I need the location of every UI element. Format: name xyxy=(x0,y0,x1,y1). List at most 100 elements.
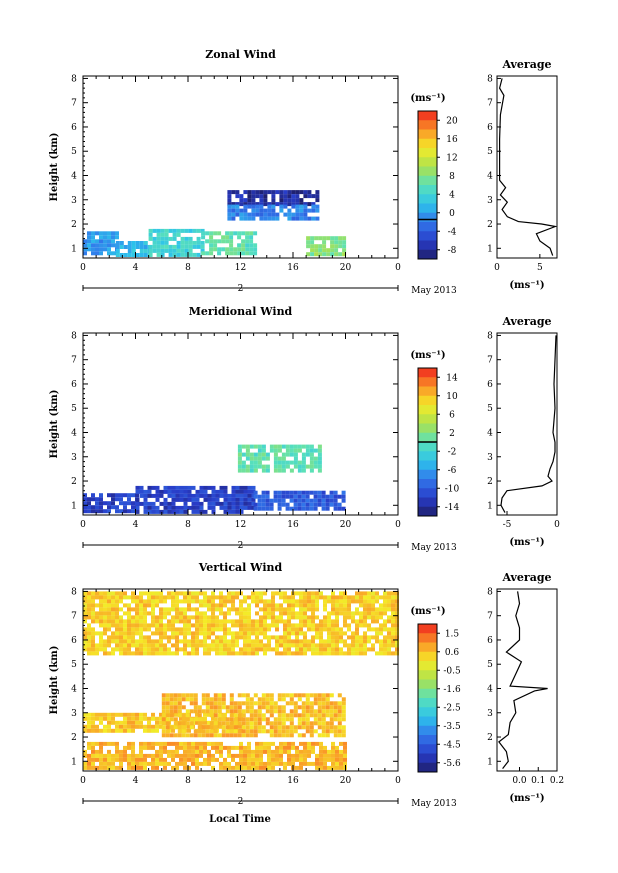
colorbar-swatch xyxy=(418,670,437,680)
heatmap-region xyxy=(83,493,139,514)
colorbar-tick-label: -10 xyxy=(445,484,460,494)
average-x-tick-label: 5 xyxy=(537,263,543,273)
average-y-tick-label: 4 xyxy=(487,684,493,694)
colorbar-swatch xyxy=(418,166,437,177)
colorbar-swatch xyxy=(418,231,437,241)
colorbar-tick-label: 1.5 xyxy=(445,629,460,639)
colorbar-swatch xyxy=(418,194,437,204)
colorbar-swatch xyxy=(418,506,437,517)
y-tick-label: 7 xyxy=(71,612,77,622)
average-x-tick-label: 0 xyxy=(494,263,500,273)
heatmap-region xyxy=(83,741,347,770)
colorbar-swatch xyxy=(418,651,437,662)
y-tick-label: 1 xyxy=(71,244,77,254)
y-tick-label: 3 xyxy=(71,453,77,463)
colorbar-swatch xyxy=(418,368,437,378)
y-tick-label: 5 xyxy=(71,404,77,414)
colorbar-frame xyxy=(417,623,438,773)
plot-frame xyxy=(82,75,399,259)
y-tick-label: 6 xyxy=(71,380,77,390)
colorbar-tick-label: 12 xyxy=(446,153,457,163)
colorbar-swatch xyxy=(418,120,437,130)
x-tick-label: 0 xyxy=(80,520,86,530)
heatmap-region xyxy=(161,693,346,738)
x-tick-label: 12 xyxy=(235,520,246,530)
average-y-tick-label: 1 xyxy=(487,501,493,511)
average-x-axis-label: (ms⁻¹) xyxy=(509,537,544,548)
heatmap-region xyxy=(115,241,152,257)
average-title: Average xyxy=(501,571,551,584)
colorbar-swatch xyxy=(418,442,437,452)
average-x-tick-label: 0 xyxy=(554,520,560,530)
colorbar-tick-label: -14 xyxy=(445,503,460,513)
average-y-tick-label: 2 xyxy=(487,733,493,743)
x-tick-label: 4 xyxy=(133,520,139,530)
x-tick-label: 12 xyxy=(235,263,246,273)
colorbar-swatch xyxy=(418,488,437,498)
average-y-tick-label: 6 xyxy=(487,380,493,390)
average-y-tick-label: 2 xyxy=(487,220,493,230)
colorbar-tick-label: 14 xyxy=(446,373,458,383)
x-tick-label: 8 xyxy=(185,776,191,786)
y-tick-label: 5 xyxy=(71,660,77,670)
average-profile-line xyxy=(500,335,557,513)
colorbar-swatch xyxy=(418,203,437,214)
colorbar-swatch xyxy=(418,386,437,397)
colorbar-swatch xyxy=(418,460,437,471)
colorbar-swatch xyxy=(418,240,437,251)
heatmap-region xyxy=(148,228,205,257)
average-y-tick-label: 6 xyxy=(487,636,493,646)
colorbar-swatch xyxy=(418,451,437,461)
colorbar-swatch xyxy=(418,175,437,186)
average-y-tick-label: 3 xyxy=(487,196,493,206)
x-tick-label: 0 xyxy=(395,520,401,530)
average-title: Average xyxy=(501,315,551,328)
date-label: May 2013 xyxy=(411,543,457,553)
heatmap-region xyxy=(253,490,346,511)
colorbar-tick-label: -4 xyxy=(448,227,457,237)
y-tick-label: 8 xyxy=(71,331,77,341)
y-tick-label: 6 xyxy=(71,123,77,133)
y-tick-label: 5 xyxy=(71,147,77,157)
y-tick-label: 6 xyxy=(71,636,77,646)
colorbar-swatch xyxy=(418,725,437,736)
colorbar-tick-label: -2.5 xyxy=(443,703,461,713)
y-tick-label: 4 xyxy=(71,171,77,181)
average-x-tick-label: 0.1 xyxy=(531,776,545,786)
average-x-tick-label: 0.2 xyxy=(550,776,564,786)
y-tick-label: 8 xyxy=(71,587,77,597)
panel-title: Zonal Wind xyxy=(205,48,276,61)
colorbar-swatch xyxy=(418,624,437,634)
y-axis-label: Height (km) xyxy=(49,390,60,459)
colorbar-swatch xyxy=(418,249,437,260)
x-tick-label: 20 xyxy=(340,776,352,786)
average-x-tick-label: -5 xyxy=(503,520,512,530)
x-tick-label: 0 xyxy=(80,776,86,786)
colorbar-tick-label: -8 xyxy=(448,246,457,256)
average-x-axis-label: (ms⁻¹) xyxy=(509,793,544,804)
date-label: May 2013 xyxy=(411,799,457,809)
average-frame xyxy=(496,588,558,772)
average-y-tick-label: 3 xyxy=(487,453,493,463)
y-tick-label: 8 xyxy=(71,74,77,84)
average-x-axis-label: (ms⁻¹) xyxy=(509,280,544,291)
x-tick-label: 8 xyxy=(185,520,191,530)
average-y-tick-label: 1 xyxy=(487,244,493,254)
heatmap-region xyxy=(237,444,322,473)
colorbar-swatch xyxy=(418,753,437,764)
y-tick-label: 1 xyxy=(71,501,77,511)
x-tick-label: 20 xyxy=(340,520,352,530)
colorbar-swatch xyxy=(418,735,437,745)
average-y-tick-label: 5 xyxy=(487,147,493,157)
average-title: Average xyxy=(501,58,551,71)
colorbar-swatch xyxy=(418,138,437,149)
average-y-tick-label: 8 xyxy=(487,331,493,341)
x-tick-label: 16 xyxy=(287,520,299,530)
average-profile-line xyxy=(498,591,548,769)
average-y-tick-label: 2 xyxy=(487,477,493,487)
colorbar-swatch xyxy=(418,148,437,158)
y-axis-label: Height (km) xyxy=(49,646,60,715)
